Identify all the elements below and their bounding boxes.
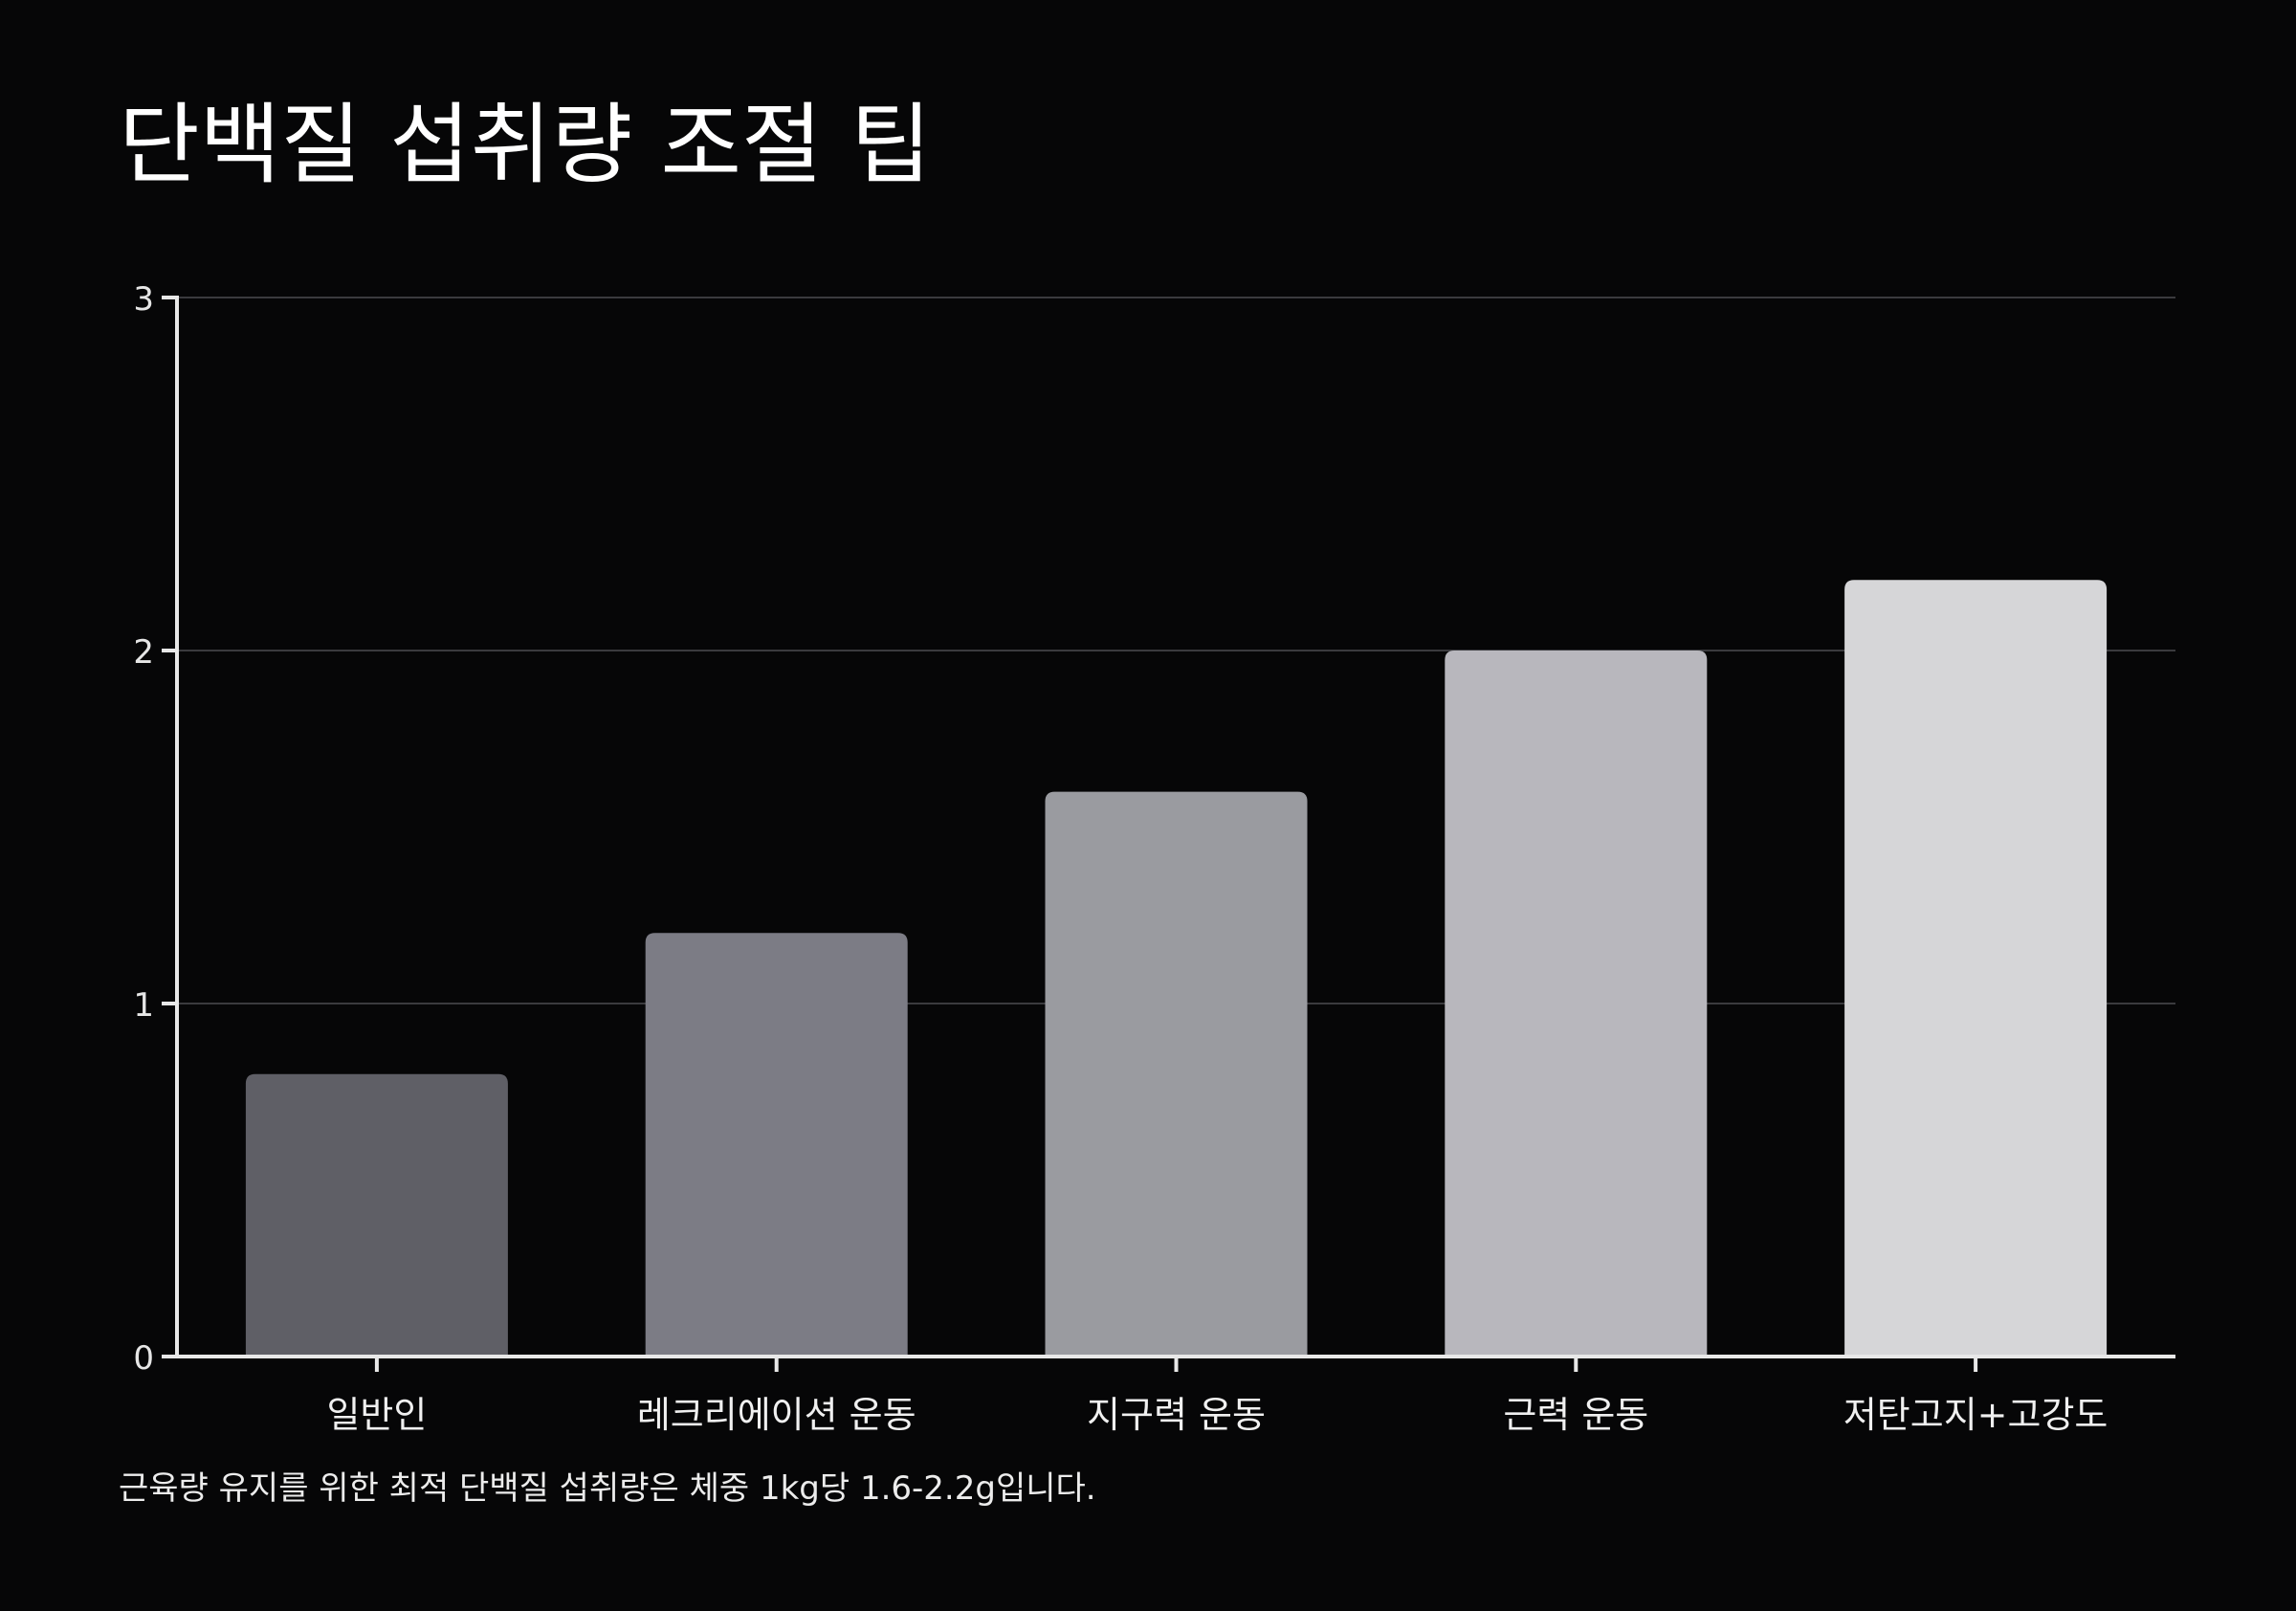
bar-1 — [245, 1073, 508, 1357]
x-tick-label: 레크리에이션 운동 — [637, 1394, 916, 1436]
bar-3 — [1045, 791, 1308, 1357]
bar-2 — [645, 933, 908, 1357]
x-tick-label: 일반인 — [326, 1394, 427, 1436]
bar-4 — [1445, 651, 1708, 1357]
y-tick-label: 3 — [133, 280, 154, 319]
x-tick-label: 근력 운동 — [1503, 1394, 1648, 1436]
y-tick-label: 2 — [133, 633, 154, 672]
y-tick-labels: 0 1 2 3 — [133, 280, 154, 1378]
axes — [162, 296, 2175, 1372]
x-tick-label: 저탄고지+고강도 — [1843, 1394, 2108, 1436]
bar-5 — [1844, 580, 2108, 1357]
y-tick-label: 0 — [133, 1339, 154, 1378]
y-tick-label: 1 — [133, 986, 154, 1025]
x-tick-labels: 일반인 레크리에이션 운동 지구력 운동 근력 운동 저탄고지+고강도 — [326, 1394, 2108, 1436]
chart-caption: 근육량 유지를 위한 최적 단백질 섭취량은 체중 1kg당 1.6-2.2g입… — [119, 1469, 1096, 1508]
chart-title: 단백질 섭취량 조절 팁 — [119, 94, 932, 196]
bars — [245, 580, 2108, 1357]
x-tick-label: 지구력 운동 — [1087, 1394, 1266, 1436]
